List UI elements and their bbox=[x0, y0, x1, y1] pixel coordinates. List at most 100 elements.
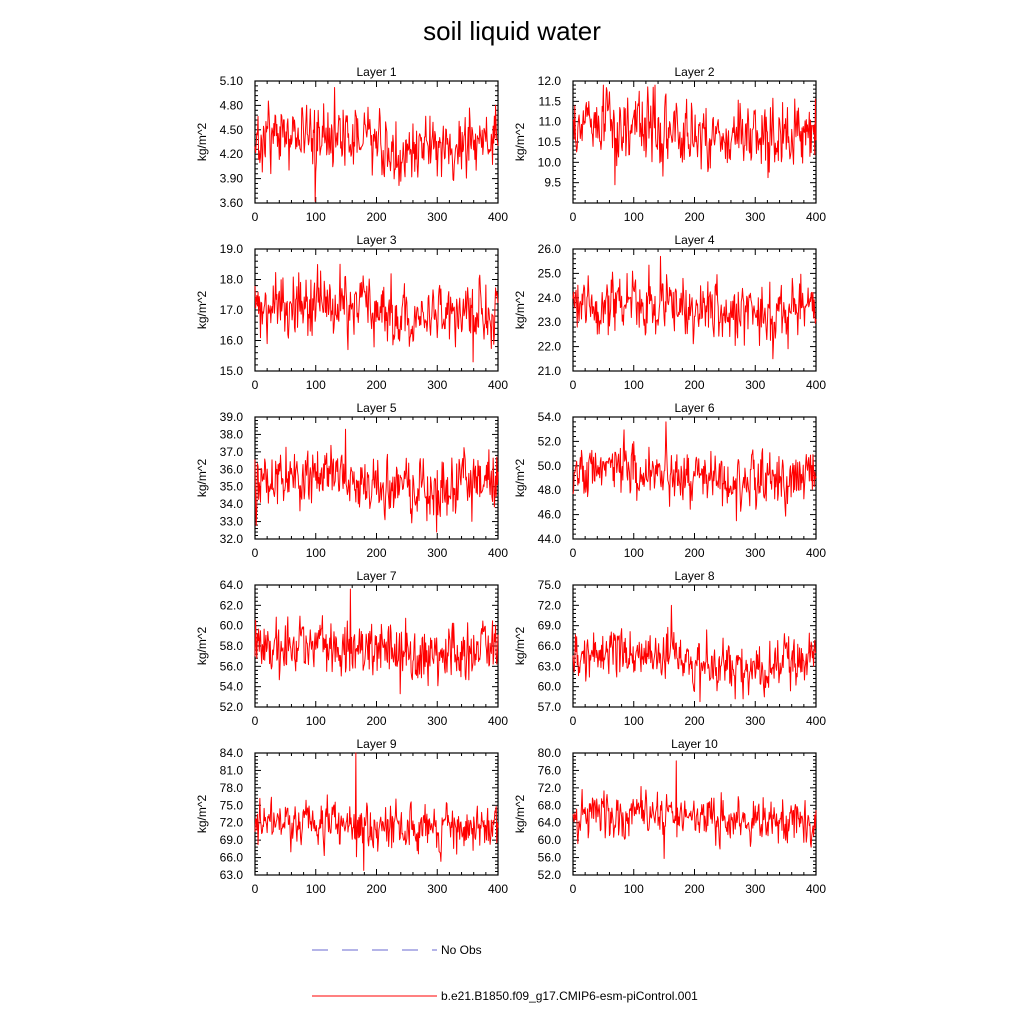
x-tick-label: 400 bbox=[806, 210, 826, 224]
panel-title: Layer 7 bbox=[356, 569, 396, 583]
series-line bbox=[572, 421, 817, 522]
y-tick-label: 69.0 bbox=[538, 619, 562, 633]
x-tick-label: 400 bbox=[488, 210, 508, 224]
y-tick-label: 60.0 bbox=[538, 680, 562, 694]
x-tick-label: 200 bbox=[684, 210, 704, 224]
y-axis-label: kg/m^2 bbox=[513, 291, 527, 330]
y-tick-label: 50.0 bbox=[538, 459, 562, 473]
y-axis-label: kg/m^2 bbox=[195, 627, 209, 666]
x-tick-label: 100 bbox=[624, 546, 644, 560]
series-line bbox=[572, 255, 817, 360]
y-tick-label: 76.0 bbox=[538, 763, 562, 777]
series-line bbox=[572, 760, 817, 859]
x-tick-label: 200 bbox=[684, 714, 704, 728]
y-tick-label: 69.0 bbox=[220, 833, 244, 847]
y-tick-label: 39.0 bbox=[220, 410, 244, 424]
x-tick-label: 300 bbox=[427, 378, 447, 392]
y-axis-label: kg/m^2 bbox=[513, 795, 527, 834]
x-tick-label: 300 bbox=[745, 378, 765, 392]
y-tick-label: 25.0 bbox=[538, 266, 562, 280]
x-tick-label: 0 bbox=[570, 378, 577, 392]
y-tick-label: 32.0 bbox=[220, 532, 244, 546]
y-axis-label: kg/m^2 bbox=[513, 459, 527, 498]
x-tick-label: 0 bbox=[252, 378, 259, 392]
y-tick-label: 57.0 bbox=[538, 700, 562, 714]
panel-title: Layer 9 bbox=[356, 737, 396, 751]
y-tick-label: 24.0 bbox=[538, 291, 562, 305]
y-tick-label: 56.0 bbox=[220, 659, 244, 673]
y-tick-label: 78.0 bbox=[220, 781, 244, 795]
series-line bbox=[572, 84, 817, 186]
y-tick-label: 22.0 bbox=[538, 340, 562, 354]
y-tick-label: 4.20 bbox=[220, 147, 244, 161]
y-axis-label: kg/m^2 bbox=[195, 459, 209, 498]
y-tick-label: 62.0 bbox=[220, 598, 244, 612]
panel-6: Layer 6 kg/m^2 0 100 200 300 400 44.0 46.0 48.0 50… bbox=[513, 401, 826, 560]
panel-7: Layer 7 kg/m^2 0 100 200 300 400 52.0 54.0 56.0 58… bbox=[195, 569, 508, 728]
x-tick-label: 100 bbox=[624, 882, 644, 896]
y-tick-label: 11.5 bbox=[539, 94, 562, 108]
y-tick-label: 75.0 bbox=[220, 798, 244, 812]
panel-5: Layer 5 kg/m^2 0 100 200 300 400 32.0 33.0 34.0 35… bbox=[195, 401, 508, 560]
x-tick-label: 200 bbox=[366, 546, 386, 560]
x-tick-label: 400 bbox=[806, 546, 826, 560]
panel-title: Layer 6 bbox=[674, 401, 714, 415]
panel-8: Layer 8 kg/m^2 0 100 200 300 400 57.0 60.0 63.0 66… bbox=[513, 569, 826, 728]
x-tick-label: 300 bbox=[427, 714, 447, 728]
x-tick-label: 100 bbox=[306, 210, 326, 224]
y-tick-label: 63.0 bbox=[220, 868, 244, 882]
x-tick-label: 100 bbox=[306, 714, 326, 728]
x-tick-label: 400 bbox=[488, 882, 508, 896]
x-tick-label: 200 bbox=[684, 546, 704, 560]
y-tick-label: 81.0 bbox=[220, 763, 244, 777]
x-tick-label: 400 bbox=[806, 714, 826, 728]
series-line bbox=[254, 588, 499, 695]
x-tick-label: 300 bbox=[745, 714, 765, 728]
y-axis-label: kg/m^2 bbox=[195, 291, 209, 330]
x-tick-label: 400 bbox=[488, 546, 508, 560]
y-tick-label: 72.0 bbox=[538, 781, 562, 795]
y-tick-label: 75.0 bbox=[538, 578, 562, 592]
y-tick-label: 52.0 bbox=[220, 700, 244, 714]
y-tick-label: 34.0 bbox=[220, 497, 244, 511]
x-tick-label: 0 bbox=[252, 546, 259, 560]
y-tick-label: 5.10 bbox=[220, 74, 244, 88]
x-tick-label: 100 bbox=[624, 714, 644, 728]
panel-title: Layer 8 bbox=[674, 569, 714, 583]
y-tick-label: 12.0 bbox=[538, 74, 562, 88]
y-tick-label: 19.0 bbox=[220, 242, 244, 256]
x-tick-label: 400 bbox=[806, 882, 826, 896]
x-tick-label: 0 bbox=[570, 714, 577, 728]
x-tick-label: 0 bbox=[252, 714, 259, 728]
y-tick-label: 63.0 bbox=[538, 659, 562, 673]
panel-title: Layer 4 bbox=[674, 233, 714, 247]
x-tick-label: 400 bbox=[806, 378, 826, 392]
legend-model-label: b.e21.B1850.f09_g17.CMIP6-esm-piControl.… bbox=[441, 989, 698, 1003]
y-tick-label: 80.0 bbox=[538, 746, 562, 760]
y-axis-label: kg/m^2 bbox=[513, 627, 527, 666]
x-tick-label: 0 bbox=[252, 210, 259, 224]
y-tick-label: 68.0 bbox=[538, 798, 562, 812]
y-tick-label: 84.0 bbox=[220, 746, 244, 760]
y-tick-label: 21.0 bbox=[538, 364, 562, 378]
y-tick-label: 58.0 bbox=[220, 639, 244, 653]
y-tick-label: 38.0 bbox=[220, 427, 244, 441]
y-tick-label: 18.0 bbox=[220, 273, 244, 287]
panel-9: Layer 9 kg/m^2 0 100 200 300 400 63.0 66.0 69.0 72… bbox=[195, 737, 508, 896]
y-tick-label: 36.0 bbox=[220, 462, 244, 476]
panel-title: Layer 10 bbox=[671, 737, 718, 751]
x-tick-label: 200 bbox=[684, 378, 704, 392]
legend: No Obs b.e21.B1850.f09_g17.CMIP6-esm-piC… bbox=[312, 943, 698, 1003]
x-tick-label: 400 bbox=[488, 378, 508, 392]
x-tick-label: 100 bbox=[624, 210, 644, 224]
x-tick-label: 200 bbox=[366, 714, 386, 728]
y-tick-label: 60.0 bbox=[220, 619, 244, 633]
series-line bbox=[254, 752, 499, 871]
y-tick-label: 54.0 bbox=[220, 680, 244, 694]
panel-title: Layer 3 bbox=[356, 233, 396, 247]
y-tick-label: 26.0 bbox=[538, 242, 562, 256]
series-line bbox=[254, 263, 499, 363]
y-tick-label: 17.0 bbox=[220, 303, 244, 317]
x-tick-label: 200 bbox=[366, 210, 386, 224]
y-tick-label: 37.0 bbox=[220, 445, 244, 459]
